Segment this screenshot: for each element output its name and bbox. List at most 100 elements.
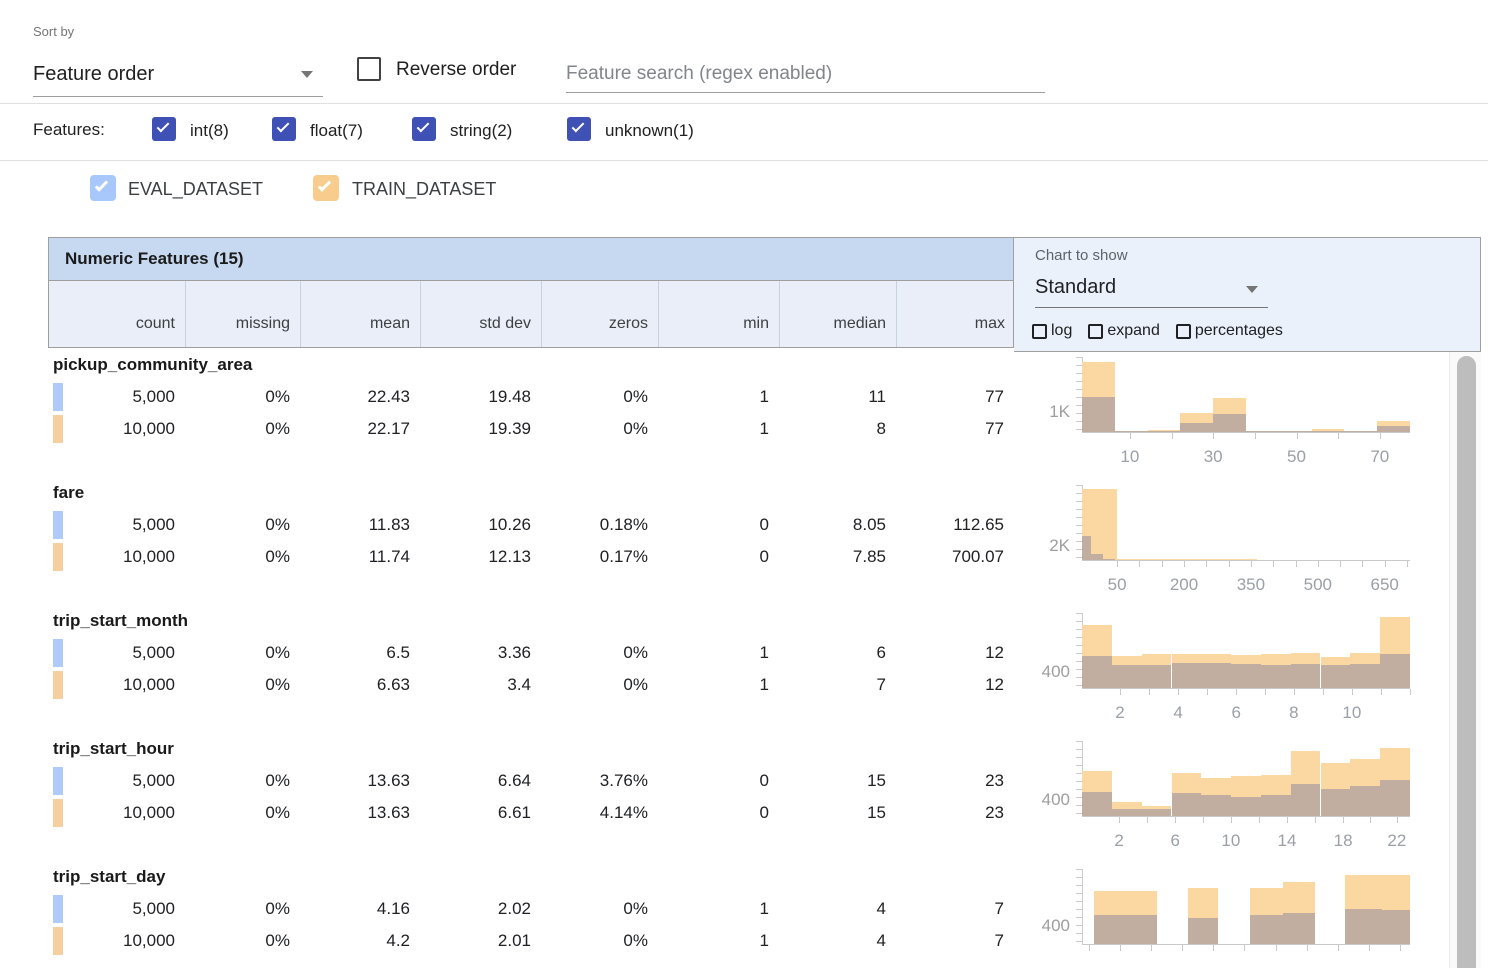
y-axis-tick xyxy=(1076,773,1082,774)
chart-option-checkbox[interactable] xyxy=(1088,323,1104,339)
stat-row: 10,000 0% 4.2 2.01 0% 1 4 7 xyxy=(48,926,1014,956)
y-axis-tick xyxy=(1076,637,1082,638)
histogram-bar xyxy=(1103,558,1115,560)
stat-cell: 112.65 xyxy=(953,515,1004,534)
column-header: missing xyxy=(186,281,301,347)
histogram-bar xyxy=(1278,431,1312,432)
column-header: mean xyxy=(301,281,421,347)
stat-cell: 22.17 xyxy=(367,419,410,438)
stat-cell: 1 xyxy=(759,419,769,438)
x-axis-tick xyxy=(1351,689,1353,695)
histogram-bar xyxy=(1344,431,1378,432)
x-axis-tick xyxy=(1370,817,1371,823)
stat-row: 10,000 0% 6.63 3.4 0% 1 7 12 xyxy=(48,670,1014,700)
x-axis-tick xyxy=(1295,561,1297,567)
y-axis-tick xyxy=(1076,685,1082,686)
y-axis-tick xyxy=(1076,493,1082,494)
stat-cell: 5,000 xyxy=(132,643,175,662)
y-axis-label: 2K xyxy=(1049,535,1070,555)
chart-type-select[interactable]: Standard xyxy=(1035,269,1268,308)
stat-cell: 0% xyxy=(265,931,290,950)
feature-block: fare 5,000 0% 11.83 10.26 0.18% 0 8.05 112.65 10,… xyxy=(48,483,1014,611)
reverse-order-checkbox[interactable] xyxy=(357,57,381,81)
x-axis-tick xyxy=(1322,689,1324,695)
histogram-bar xyxy=(1249,887,1283,944)
histogram-bar xyxy=(1320,664,1351,688)
feature-type-checkbox[interactable] xyxy=(412,117,436,141)
histogram-bar xyxy=(1231,796,1261,816)
y-axis-tick xyxy=(1076,389,1082,390)
histogram-bar xyxy=(1382,910,1410,944)
stats-column-header: count missing mean std dev zeros min median max xyxy=(48,281,1014,348)
feature-block: pickup_community_area 5,000 0% 22.43 19.48 0%… xyxy=(48,355,1014,483)
histogram-bar xyxy=(1141,664,1172,688)
histogram-bar xyxy=(1114,431,1148,432)
column-header: zeros xyxy=(542,281,659,347)
stat-cell: 0 xyxy=(759,515,769,534)
histogram-bar xyxy=(1311,429,1345,432)
histogram-bar xyxy=(1260,794,1291,816)
stat-cell: 0% xyxy=(265,771,290,790)
stat-cell: 0% xyxy=(265,643,290,662)
histogram-bar xyxy=(1082,536,1091,560)
y-axis-tick xyxy=(1076,429,1082,430)
y-axis-tick xyxy=(1076,413,1082,414)
feature-type-checkbox[interactable] xyxy=(272,117,296,141)
dataset-checkbox[interactable] xyxy=(313,175,339,201)
y-axis-label: 400 xyxy=(1041,915,1070,935)
x-axis-tick xyxy=(1340,561,1342,567)
y-axis-tick xyxy=(1076,645,1082,646)
y-axis-tick xyxy=(1076,485,1082,486)
stat-row: 10,000 0% 11.74 12.13 0.17% 0 7.85 700.07 xyxy=(48,542,1014,572)
chart-option-checkbox[interactable] xyxy=(1032,323,1047,339)
stat-row: 10,000 0% 22.17 19.39 0% 1 8 77 xyxy=(48,414,1014,444)
dataset-marker xyxy=(53,415,63,443)
stat-cell: 7 xyxy=(994,931,1004,950)
stat-cell: 0% xyxy=(623,931,648,950)
histogram-bar xyxy=(1201,653,1232,688)
feature-name: fare xyxy=(53,483,85,502)
y-axis-tick xyxy=(1076,901,1082,902)
x-axis-tick xyxy=(1139,561,1141,567)
x-tick-label: 50 xyxy=(1287,447,1306,466)
stat-cell: 1 xyxy=(759,931,769,950)
x-tick-label: 6 xyxy=(1231,703,1241,722)
histogram-bar xyxy=(1213,414,1246,432)
x-axis-tick xyxy=(1203,817,1204,823)
feature-type-checkbox[interactable] xyxy=(152,117,176,141)
y-axis-tick xyxy=(1076,941,1082,942)
feature-type-checkbox[interactable] xyxy=(567,117,591,141)
y-axis-tick xyxy=(1076,797,1082,798)
histogram-bar xyxy=(1350,786,1381,816)
x-axis-tick xyxy=(1213,433,1215,439)
stat-cell: 11.74 xyxy=(368,547,410,566)
x-tick-label: 2 xyxy=(1114,831,1124,850)
checkmark-icon xyxy=(94,178,109,192)
x-axis-tick xyxy=(1150,945,1152,951)
stat-cell: 7 xyxy=(876,675,886,694)
feature-search-input[interactable] xyxy=(566,55,1045,93)
checkmark-icon xyxy=(416,119,430,133)
sort-by-select[interactable]: Feature order xyxy=(33,54,323,97)
y-axis-tick xyxy=(1076,613,1082,614)
histogram-bar xyxy=(1380,617,1410,688)
scrollbar-thumb[interactable] xyxy=(1457,356,1476,968)
stat-cell: 3.36 xyxy=(497,643,531,662)
stat-cell: 4.2 xyxy=(386,931,410,950)
x-tick-label: 14 xyxy=(1277,831,1297,850)
x-axis-tick xyxy=(1287,817,1288,823)
stat-cell: 5,000 xyxy=(132,771,175,790)
feature-name: trip_start_month xyxy=(53,611,189,630)
stat-cell: 13.63 xyxy=(367,803,410,822)
chart-option: expand xyxy=(1088,322,1160,340)
checkmark-icon xyxy=(571,119,585,133)
feature-block: trip_start_day 5,000 0% 4.16 2.02 0% 1 4 7 10,000… xyxy=(48,867,1014,968)
chart-to-show-label: Chart to show xyxy=(1035,247,1128,264)
stat-cell: 4.14% xyxy=(599,803,648,822)
y-axis-tick xyxy=(1076,533,1082,534)
chart-option-checkbox[interactable] xyxy=(1175,323,1191,339)
dataset-label: TRAIN_DATASET xyxy=(352,179,497,199)
y-axis-tick xyxy=(1076,381,1082,382)
dataset-checkbox[interactable] xyxy=(90,175,116,201)
stat-row: 5,000 0% 6.5 3.36 0% 1 6 12 xyxy=(48,638,1014,668)
